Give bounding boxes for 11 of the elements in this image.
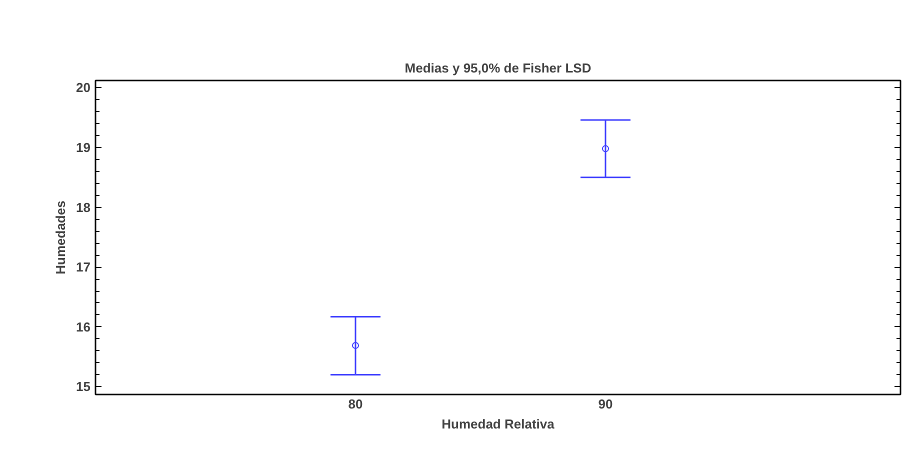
x-tick-label: 80 <box>348 396 363 412</box>
chart-title: Medias y 95,0% de Fisher LSD <box>404 60 592 76</box>
y-tick-label: 20 <box>76 80 91 96</box>
x-axis-title: Humedad Relativa <box>442 416 556 432</box>
y-tick-label: 16 <box>76 319 91 334</box>
y-tick-label: 17 <box>76 260 91 275</box>
y-tick-label: 15 <box>76 379 91 394</box>
y-axis-title: Humedades <box>53 200 68 274</box>
x-tick-label: 90 <box>598 396 613 412</box>
y-tick-label: 18 <box>76 200 91 215</box>
y-tick-label: 19 <box>76 140 91 155</box>
